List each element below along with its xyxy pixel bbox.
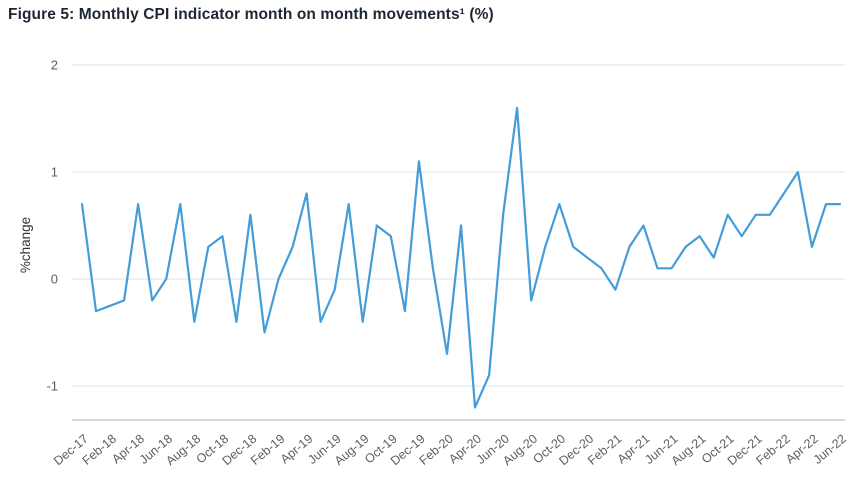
cpi-line [80,106,842,409]
y-tick-label: 1 [51,165,58,180]
cpi-line-series [80,106,842,409]
gridlines [72,64,845,387]
y-tick-label: 0 [51,272,58,287]
y-tick-label: 2 [51,58,58,73]
figure-title: Figure 5: Monthly CPI indicator month on… [8,6,494,23]
y-axis-tick-labels: 2 1 0 -1 [46,58,58,394]
x-axis-tick-labels: Dec-17Feb-18Apr-18Jun-18Aug-18Oct-18Dec-… [51,432,849,469]
y-axis-label: %change [18,217,33,273]
x-tick-label: Jun-22 [811,432,849,467]
y-tick-label: -1 [46,379,58,394]
